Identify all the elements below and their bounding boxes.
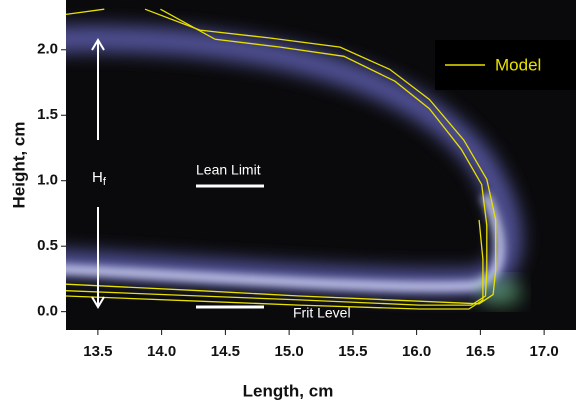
arrowhead [91, 296, 105, 309]
x-tick-label: 14.0 [147, 343, 176, 360]
hf-subscript: f [103, 176, 107, 188]
x-tick-label: 13.5 [83, 343, 112, 360]
lean-limit-label: Lean Limit [196, 162, 261, 178]
flame-image [66, 25, 522, 306]
x-tick-label: 14.5 [211, 343, 240, 360]
model-contour [66, 8, 497, 305]
x-axis-label: Length, cm [243, 381, 334, 400]
x-tick-label: 17.0 [530, 343, 559, 360]
arrowhead [91, 38, 105, 51]
x-tick-label: 16.5 [466, 343, 495, 360]
model-contour [66, 8, 105, 16]
y-tick-label: 2.0 [37, 41, 58, 58]
model-contour [66, 8, 488, 306]
y-tick-label: 1.0 [37, 172, 58, 189]
y-tick-label: 1.5 [37, 106, 58, 123]
x-tick-label: 15.0 [275, 343, 304, 360]
y-tick-label: 0.5 [37, 237, 58, 254]
hf-main: H [92, 169, 103, 186]
frit-level-label: Frit Level [293, 305, 351, 321]
model-contour [66, 219, 484, 310]
x-tick-label: 15.5 [338, 343, 367, 360]
y-tick-label: 0.0 [37, 303, 58, 320]
y-axis-label: Height, cm [9, 122, 28, 209]
legend-label: Model [495, 55, 541, 74]
x-tick-label: 16.0 [402, 343, 431, 360]
hf-label: Hf [92, 169, 107, 188]
